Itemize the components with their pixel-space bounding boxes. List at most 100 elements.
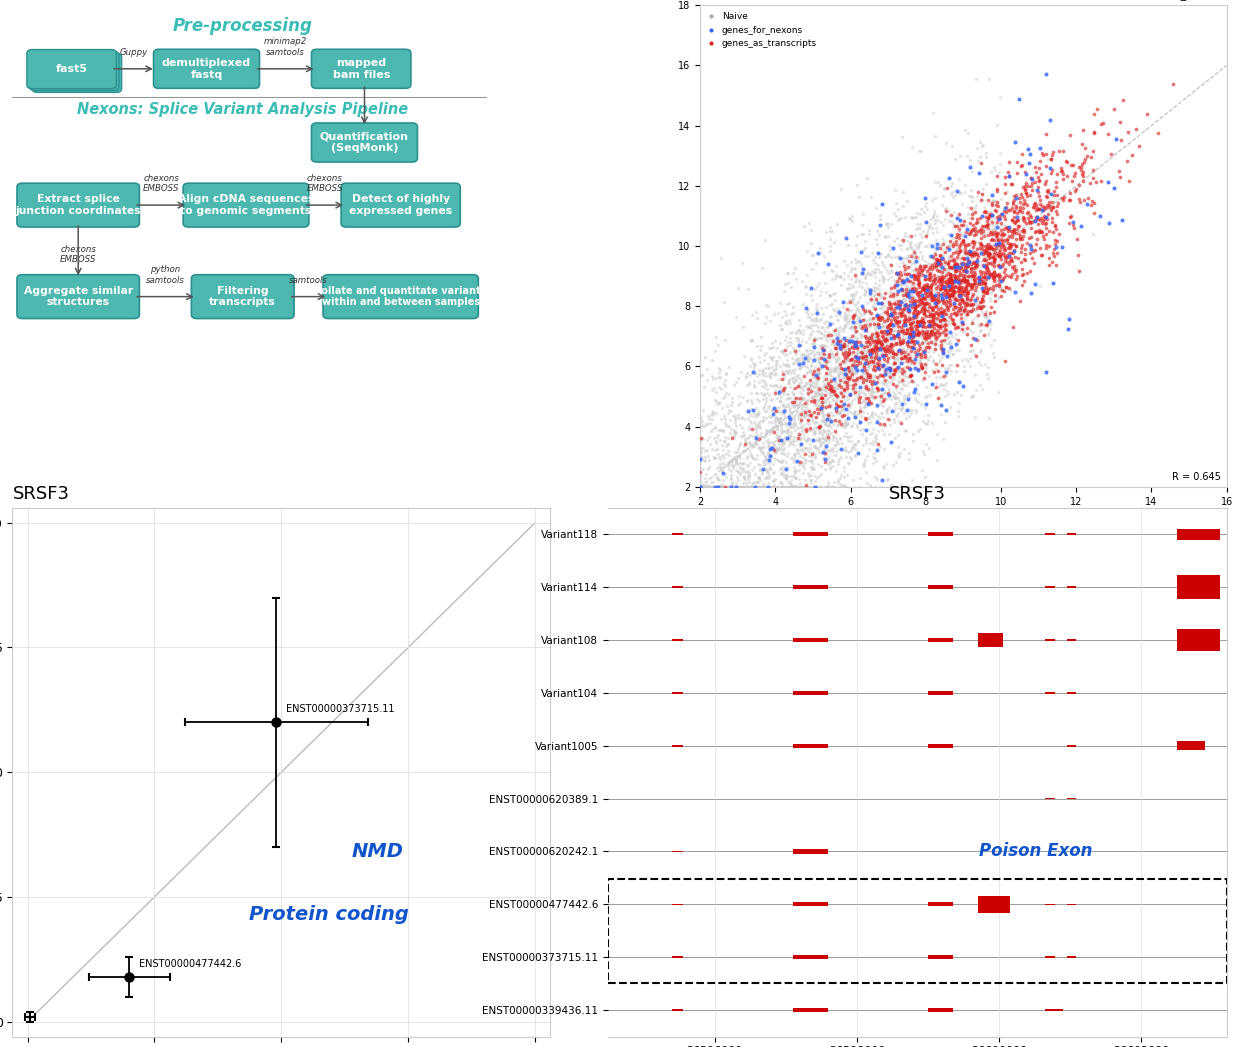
Point [772, 475, 792, 492]
Point [970, 293, 990, 310]
Point [958, 303, 978, 319]
Point [854, 364, 873, 381]
Point [952, 259, 971, 275]
Point [911, 295, 930, 312]
Bar [793, 849, 829, 853]
Point [843, 307, 862, 324]
Point [810, 311, 830, 328]
Point [829, 379, 849, 396]
Point [845, 362, 865, 379]
Point [835, 354, 855, 371]
Point [818, 404, 838, 421]
Point [690, 449, 710, 466]
Point [885, 271, 904, 288]
Point [820, 403, 840, 420]
Point [916, 267, 935, 284]
Point [904, 267, 924, 284]
Point [789, 375, 809, 392]
Point [986, 240, 1006, 257]
Point [971, 293, 991, 310]
Point [914, 281, 934, 297]
Point [861, 408, 881, 425]
Point [994, 264, 1014, 281]
Point [750, 413, 769, 429]
Point [932, 261, 952, 277]
Point [826, 394, 846, 410]
Point [746, 429, 766, 446]
Point [886, 328, 906, 344]
Point [878, 271, 898, 288]
Point [714, 478, 733, 495]
Point [1006, 190, 1026, 206]
Point [928, 236, 948, 252]
Point [774, 415, 794, 431]
Point [968, 210, 987, 227]
Point [871, 338, 891, 355]
Point [830, 475, 850, 492]
Point [833, 338, 852, 355]
Point [709, 477, 729, 494]
Point [852, 426, 872, 443]
Point [820, 386, 840, 403]
Point [935, 282, 955, 298]
Point [793, 458, 813, 474]
Point [846, 343, 866, 360]
Point [847, 417, 867, 433]
Point [912, 201, 932, 218]
Point [872, 335, 892, 352]
Point [830, 398, 850, 415]
Point [1038, 205, 1058, 222]
Point [908, 327, 928, 343]
Point [865, 362, 885, 379]
Point [959, 353, 979, 370]
Point [715, 478, 735, 495]
Point [1004, 222, 1023, 239]
Point [919, 318, 939, 335]
Point [878, 219, 898, 236]
Point [933, 285, 953, 302]
Point [907, 317, 927, 334]
Point [768, 371, 788, 387]
Point [757, 478, 777, 495]
Point [740, 426, 760, 443]
Point [875, 333, 895, 350]
Point [886, 395, 906, 411]
Point [953, 196, 973, 213]
Point [793, 355, 813, 372]
Point [937, 289, 957, 306]
Point [902, 298, 922, 315]
Point [857, 329, 877, 346]
Point [703, 473, 722, 490]
Point [954, 246, 974, 263]
Point [778, 389, 798, 406]
Point [893, 233, 913, 250]
Point [843, 365, 862, 382]
Point [976, 208, 996, 225]
Point [896, 266, 916, 283]
Point [961, 269, 981, 286]
Point [878, 410, 898, 427]
Point [851, 310, 871, 327]
Point [838, 353, 857, 370]
Point [836, 346, 856, 362]
Point [1068, 247, 1088, 264]
Point [781, 478, 800, 495]
Point [1030, 223, 1049, 240]
Point [813, 424, 833, 441]
Point [942, 177, 961, 194]
Point [900, 307, 919, 324]
Point [808, 369, 828, 385]
Point [897, 353, 917, 370]
Point [896, 315, 916, 332]
Point [918, 352, 938, 369]
Point [815, 429, 835, 446]
Point [847, 340, 867, 357]
Point [997, 253, 1017, 270]
Point [940, 237, 960, 253]
Point [792, 379, 812, 396]
Point [1037, 215, 1057, 231]
Point [841, 335, 861, 352]
Point [719, 386, 738, 403]
Point [987, 232, 1007, 249]
Point [851, 340, 871, 357]
